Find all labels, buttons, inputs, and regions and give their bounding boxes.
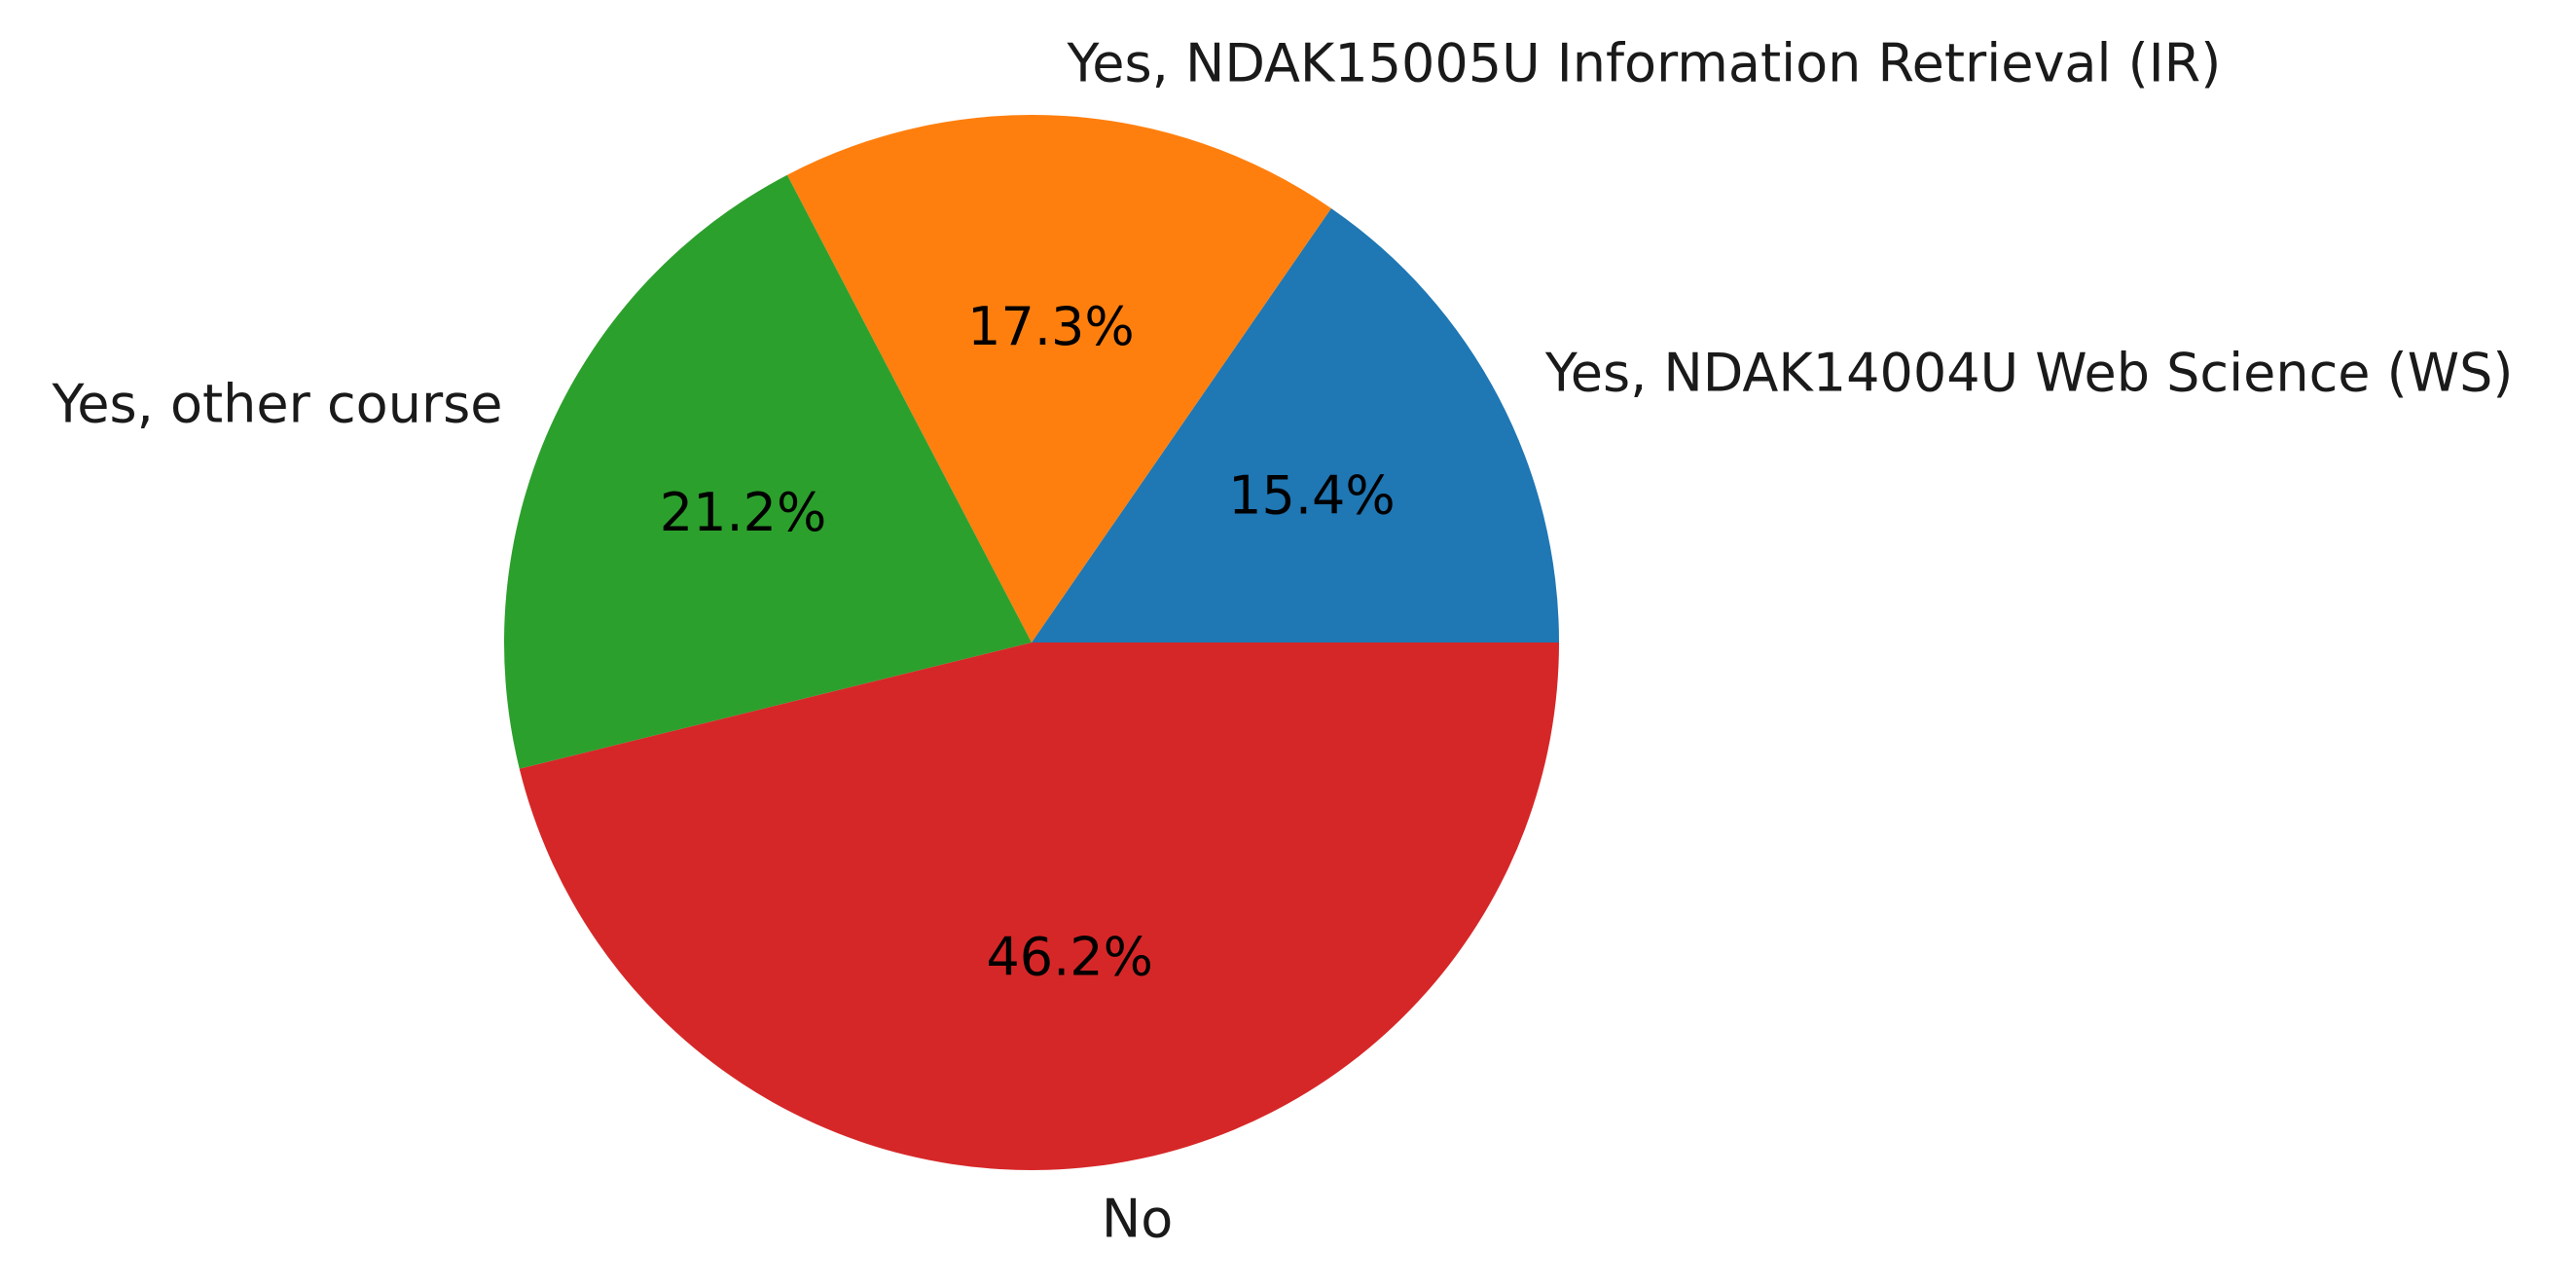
percentage-label: 46.2% <box>986 926 1153 987</box>
pie-slices <box>503 114 1560 1171</box>
category-label: No <box>1102 1188 1173 1249</box>
percentage-labels: 15.4% 17.3% 21.2% 46.2% <box>660 296 1396 987</box>
pie-slice-yes-ndak15005u-information-retrieval-ir <box>786 114 1331 643</box>
category-label: Yes, other course <box>51 373 502 434</box>
percentage-label: 21.2% <box>660 482 827 543</box>
percentage-label: 17.3% <box>967 296 1135 357</box>
category-label: Yes, NDAK15005U Information Retrieval (I… <box>1066 32 2221 93</box>
category-label: Yes, NDAK14004U Web Science (WS) <box>1544 342 2514 403</box>
pie-slice-yes-ndak14004u-web-science-ws <box>1032 207 1560 643</box>
pie-slice-yes-other-course <box>503 174 1032 769</box>
percentage-label: 15.4% <box>1228 464 1396 526</box>
category-labels: Yes, NDAK14004U Web Science (WS) Yes, NDA… <box>51 32 2513 1249</box>
pie-slice-no <box>519 643 1560 1171</box>
